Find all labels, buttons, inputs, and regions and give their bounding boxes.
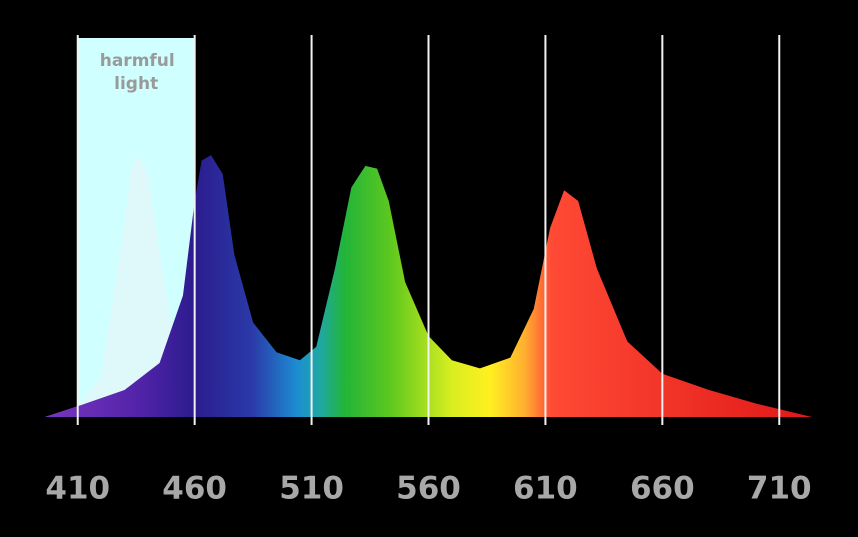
x-tick-label: 510 xyxy=(279,471,344,507)
x-tick-label: 560 xyxy=(396,471,461,507)
x-tick-label: 410 xyxy=(45,471,110,507)
x-tick-label: 710 xyxy=(747,471,812,507)
x-tick-label: 460 xyxy=(162,471,227,507)
x-tick-label: 610 xyxy=(513,471,578,507)
x-tick-label: 660 xyxy=(630,471,695,507)
annotation: harmful light xyxy=(99,51,175,94)
spectrum-area xyxy=(45,155,812,417)
spectrum-area xyxy=(45,155,195,417)
